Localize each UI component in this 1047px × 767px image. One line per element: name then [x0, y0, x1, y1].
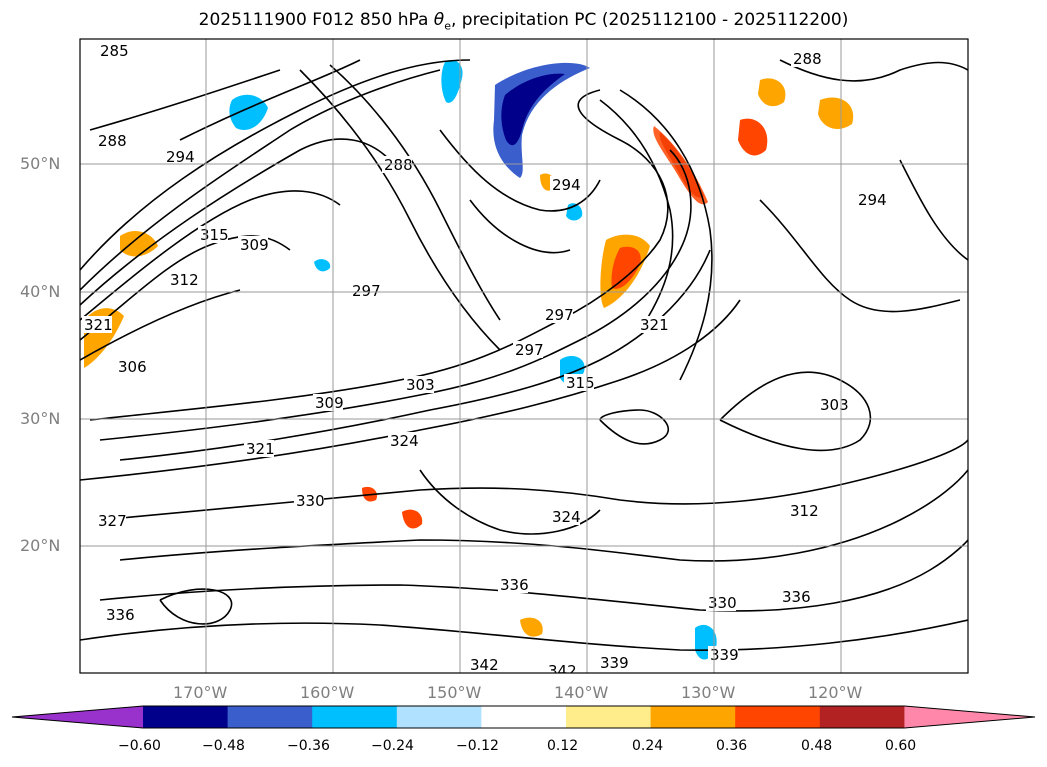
colorbar-tick: 0.60	[885, 738, 917, 754]
contour-label: 312	[170, 271, 199, 289]
contour-label: 288	[98, 132, 127, 150]
contour-label: 324	[390, 432, 419, 450]
graticule	[80, 39, 968, 673]
contour-label: 309	[240, 236, 269, 254]
lat-label-30: 30°N	[20, 409, 61, 428]
contour-label: 327	[98, 512, 127, 530]
contour-label: 303	[406, 376, 435, 394]
precip-shading	[84, 59, 854, 660]
contour-label: 312	[790, 502, 819, 520]
colorbar-tick: −0.24	[371, 738, 414, 754]
contour-label: 294	[858, 191, 887, 209]
theta-e-contours	[80, 59, 968, 652]
contour-label: 336	[106, 606, 135, 624]
colorbar-segment	[735, 706, 821, 728]
contour-label: 336	[500, 576, 529, 594]
lat-label-40: 40°N	[20, 282, 61, 301]
colorbar-segment	[143, 706, 229, 728]
lat-label-20: 20°N	[20, 536, 61, 555]
contour-label: 285	[100, 42, 129, 60]
colorbar-tick: −0.12	[456, 738, 499, 754]
contour-label: 315	[566, 374, 595, 392]
lon-label-160w: 160°W	[300, 683, 355, 702]
contour-label: 288	[793, 50, 822, 68]
contour-label: 321	[246, 440, 275, 458]
contour-label: 324	[552, 508, 581, 526]
colorbar-tick: −0.36	[287, 738, 330, 754]
colorbar-tick: −0.60	[118, 738, 161, 754]
contour-label: 336	[782, 588, 811, 606]
colorbar-segment	[566, 706, 652, 728]
colorbar-tick: 0.48	[801, 738, 833, 754]
map-frame	[79, 38, 969, 674]
contour-label: 306	[118, 358, 147, 376]
colorbar-segment	[396, 706, 482, 728]
colorbar-tick: 0.24	[632, 738, 664, 754]
colorbar-tick: 0.12	[547, 738, 579, 754]
colorbar-segment	[481, 706, 567, 728]
contour-label: 339	[600, 654, 629, 672]
colorbar-segment	[650, 706, 736, 728]
contour-label: 288	[384, 156, 413, 174]
contour-label: 339	[710, 646, 739, 664]
contour-label: 297	[352, 282, 381, 300]
contour-label: 297	[545, 306, 574, 324]
contour-label: 309	[315, 394, 344, 412]
contour-label: 294	[166, 148, 195, 166]
colorbar-segment	[227, 706, 313, 728]
colorbar-tick: −0.48	[202, 738, 245, 754]
colorbar-extend-low	[12, 706, 143, 728]
contour-label: 303	[820, 396, 849, 414]
contour-label: 294	[552, 176, 581, 194]
map-title: 2025111900 F012 850 hPa θe, precipitatio…	[198, 10, 849, 33]
contour-label: 342	[470, 656, 499, 674]
lon-label-150w: 150°W	[427, 683, 482, 702]
colorbar-segment	[819, 706, 905, 728]
colorbar-segment	[312, 706, 398, 728]
lon-label-140w: 140°W	[554, 683, 609, 702]
lat-label-50: 50°N	[20, 154, 61, 173]
colorbar	[11, 705, 1036, 729]
colorbar-extend-high	[904, 706, 1035, 728]
contour-label: 330	[296, 492, 325, 510]
contour-labels: 2852882882882942942942972972973033033063…	[82, 42, 887, 680]
lon-label-130w: 130°W	[681, 683, 736, 702]
contour-label: 315	[200, 226, 229, 244]
lon-label-120w: 120°W	[808, 683, 863, 702]
lon-label-170w: 170°W	[173, 683, 228, 702]
contour-label: 321	[84, 316, 113, 334]
colorbar-tick: 0.36	[716, 738, 748, 754]
contour-label: 321	[640, 316, 669, 334]
contour-label: 342	[548, 662, 577, 680]
contour-label: 297	[515, 341, 544, 359]
contour-label: 330	[708, 594, 737, 612]
